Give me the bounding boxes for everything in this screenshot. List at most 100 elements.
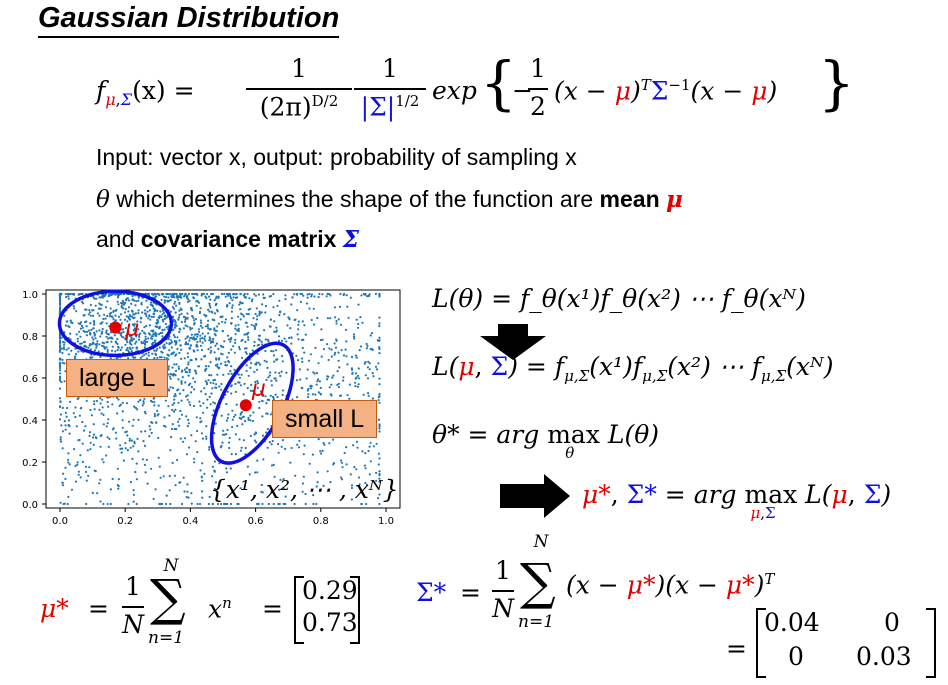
scatter-point xyxy=(201,462,204,465)
scatter-point xyxy=(270,464,274,467)
formula-lhs-arg: (x) = xyxy=(132,76,195,105)
scatter-point xyxy=(70,321,73,324)
scatter-point xyxy=(368,293,371,296)
scatter-point xyxy=(98,482,101,485)
scatter-point xyxy=(349,473,352,476)
frac1-den-exp: D/2 xyxy=(311,92,339,110)
scatter-point xyxy=(295,379,299,382)
scatter-point xyxy=(174,374,177,377)
scatter-point xyxy=(166,300,169,303)
scatter-point xyxy=(216,502,220,506)
scatter-point xyxy=(296,309,299,312)
scatter-point xyxy=(254,380,257,384)
scatter-point xyxy=(183,490,186,493)
scatter-point xyxy=(330,383,333,386)
scatter-point xyxy=(85,325,88,328)
scatter-point xyxy=(186,490,189,493)
scatter-point xyxy=(137,450,140,453)
scatter-point xyxy=(264,338,267,341)
scatter-point xyxy=(265,431,268,434)
scatter-point xyxy=(150,315,153,318)
scatter-point xyxy=(175,304,178,307)
scatter-point xyxy=(297,338,300,341)
scatter-point xyxy=(102,342,106,345)
scatter-point xyxy=(213,469,216,472)
scatter-point xyxy=(251,349,254,352)
scatter-point xyxy=(147,317,150,320)
scatter-point xyxy=(111,428,114,431)
scatter-point xyxy=(153,339,156,342)
scatter-point xyxy=(168,489,171,492)
scatter-point xyxy=(182,440,185,443)
scatter-point xyxy=(120,331,123,334)
covariance-sigma-symbol: Σ xyxy=(342,226,360,253)
scatter-point xyxy=(117,478,120,481)
scatter-point xyxy=(237,329,240,333)
scatter-point xyxy=(244,446,247,450)
scatter-point xyxy=(195,333,198,336)
scatter-point xyxy=(120,304,123,308)
scatter-point xyxy=(272,398,275,401)
scatter-point xyxy=(297,323,300,326)
scatter-point xyxy=(58,306,62,309)
scatter-point xyxy=(328,386,331,389)
scatter-point xyxy=(378,377,381,380)
scatter-point xyxy=(89,322,92,325)
scatter-point xyxy=(183,357,186,360)
scatter-point xyxy=(230,322,233,325)
scatter-point xyxy=(162,347,165,350)
scatter-point xyxy=(225,467,228,470)
scatter-point xyxy=(364,481,367,485)
scatter-point xyxy=(141,311,144,314)
down-arrow-icon xyxy=(480,324,546,360)
scatter-point xyxy=(374,292,377,296)
scatter-point xyxy=(202,411,205,414)
scatter-point xyxy=(58,298,62,301)
scatter-point xyxy=(316,380,319,383)
scatter-point xyxy=(196,502,199,506)
scatter-point xyxy=(124,431,127,434)
scatter-point xyxy=(138,338,141,341)
scatter-point xyxy=(318,292,321,296)
scatter-point xyxy=(203,313,206,316)
scatter-point xyxy=(290,336,293,339)
scatter-point xyxy=(127,310,130,313)
scatter-point xyxy=(196,349,199,352)
scatter-point xyxy=(203,335,207,338)
scatter-point xyxy=(220,362,223,365)
scatter-point xyxy=(357,377,361,380)
scatter-point xyxy=(165,502,168,506)
scatter-point xyxy=(198,311,201,315)
scatter-point xyxy=(178,309,181,312)
scatter-point xyxy=(119,318,122,321)
scatter-point xyxy=(207,332,210,335)
scatter-point xyxy=(126,320,129,323)
scatter-point xyxy=(183,437,187,440)
scatter-point xyxy=(288,318,291,321)
scatter-point xyxy=(255,322,258,326)
scatter-point xyxy=(185,341,188,344)
scatter-point xyxy=(291,296,294,299)
scatter-point xyxy=(111,477,114,481)
formula-mu-2: μ xyxy=(751,76,768,106)
scatter-point xyxy=(209,337,212,340)
scatter-point xyxy=(77,470,80,473)
scatter-point xyxy=(332,438,335,441)
scatter-point xyxy=(188,339,191,342)
scatter-point xyxy=(150,431,153,435)
scatter-point xyxy=(184,343,187,346)
scatter-point xyxy=(251,298,254,301)
scatter-point xyxy=(155,349,158,352)
scatter-point xyxy=(224,321,227,324)
scatter-point xyxy=(183,368,186,371)
scatter-point xyxy=(130,343,133,346)
scatter-point xyxy=(187,374,190,377)
scatter-point xyxy=(253,370,256,373)
scatter-point xyxy=(93,403,96,406)
scatter-point xyxy=(345,463,348,466)
scatter-point xyxy=(303,324,306,327)
scatter-point xyxy=(199,324,202,327)
scatter-point xyxy=(139,356,142,359)
y-tick-label: 0.4 xyxy=(22,416,38,427)
scatter-point xyxy=(214,364,217,367)
